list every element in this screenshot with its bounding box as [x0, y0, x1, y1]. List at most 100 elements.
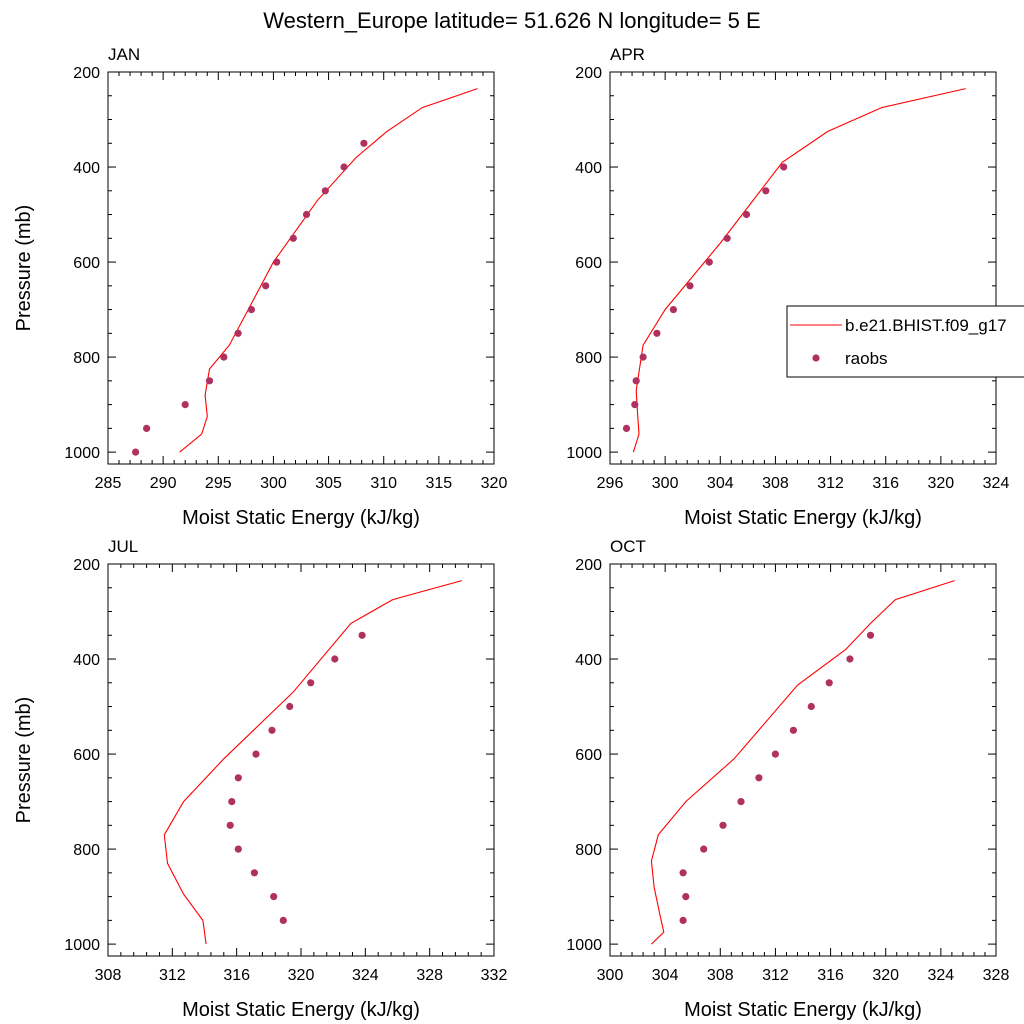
- x-tick-label: 324: [928, 967, 955, 984]
- raobs-point: [360, 139, 368, 147]
- y-tick-label: 200: [73, 557, 100, 574]
- raobs-point: [205, 377, 214, 385]
- panel-oct: OCT 300 304 308 312 316 320 324 328 200 400 600 800 1…: [566, 537, 1009, 1021]
- x-tick-label: 320: [872, 967, 899, 984]
- raobs-point: [762, 187, 770, 195]
- x-tick-label: 300: [652, 475, 679, 492]
- x-tick-label: 312: [159, 967, 186, 984]
- panel-title: OCT: [610, 537, 646, 556]
- x-tick-label: 295: [205, 475, 232, 492]
- x-tick-label: 315: [426, 475, 453, 492]
- raobs-point: [262, 282, 270, 290]
- legend-obs-swatch: [812, 354, 820, 362]
- raobs-point: [700, 845, 708, 853]
- raobs-point: [631, 401, 639, 409]
- x-tick-label: 290: [150, 475, 177, 492]
- raobs-point: [234, 329, 242, 337]
- raobs-point: [340, 163, 348, 171]
- y-tick-label: 1000: [64, 937, 100, 954]
- raobs-point: [289, 234, 297, 242]
- panel-jan: JAN 285 290 295 300 305 310 315 320 200 400 600 800 1…: [13, 45, 507, 529]
- raobs-point: [719, 821, 727, 829]
- y-tick-label: 1000: [566, 445, 602, 462]
- panel-title: JUL: [108, 537, 138, 556]
- plot-frame: [107, 71, 495, 465]
- panel-apr: APR 296 300 304 308 312 316 320 324 200 400 600 800 1…: [566, 45, 1009, 529]
- y-tick-label: 600: [73, 255, 100, 272]
- y-tick-label: 400: [575, 652, 602, 669]
- raobs-point: [132, 448, 140, 456]
- plot-frame: [609, 563, 997, 957]
- x-tick-label: 300: [260, 475, 287, 492]
- x-tick-label: 304: [652, 967, 679, 984]
- raobs-point: [639, 353, 647, 361]
- raobs-point: [234, 774, 242, 782]
- raobs-point: [286, 702, 294, 711]
- raobs-point: [669, 306, 678, 314]
- raobs-point: [807, 702, 815, 711]
- x-tick-label: 308: [762, 475, 789, 492]
- x-tick-label: 308: [707, 967, 734, 984]
- raobs-point: [679, 916, 687, 925]
- x-tick-label: 316: [817, 967, 844, 984]
- raobs-point: [742, 210, 751, 219]
- raobs-point: [846, 655, 854, 663]
- y-tick-label: 200: [575, 65, 602, 82]
- y-axis-label: Pressure (mb): [13, 697, 35, 824]
- raobs-point: [653, 329, 661, 337]
- plot-frame: [609, 71, 997, 465]
- raobs-point: [181, 401, 189, 409]
- x-tick-label: 316: [872, 475, 899, 492]
- raobs-point: [252, 750, 260, 758]
- x-tick-label: 316: [223, 967, 250, 984]
- model-profile-line: [163, 580, 462, 945]
- x-tick-label: 312: [762, 967, 789, 984]
- x-tick-label: 305: [315, 475, 342, 492]
- x-axis-label: Moist Static Energy (kJ/kg): [182, 507, 420, 529]
- model-profile-line: [632, 88, 966, 453]
- raobs-point: [302, 210, 311, 219]
- raobs-point: [632, 377, 640, 385]
- y-axis-label: Pressure (mb): [13, 205, 35, 332]
- x-axis-label: Moist Static Energy (kJ/kg): [182, 999, 420, 1021]
- raobs-point: [331, 655, 339, 663]
- panel-title: JAN: [108, 45, 140, 64]
- x-tick-label: 328: [983, 967, 1010, 984]
- y-tick-label: 600: [73, 747, 100, 764]
- legend-box: [786, 305, 1024, 378]
- y-tick-label: 1000: [566, 937, 602, 954]
- raobs-point: [247, 306, 255, 314]
- figure-title: Western_Europe latitude= 51.626 N longit…: [263, 8, 760, 33]
- x-tick-label: 310: [370, 475, 397, 492]
- raobs-point: [705, 258, 713, 266]
- raobs-point: [771, 750, 780, 758]
- raobs-point: [270, 893, 278, 901]
- raobs-point: [250, 869, 258, 877]
- raobs-point: [622, 424, 631, 432]
- model-profile-line: [179, 88, 478, 453]
- raobs-point: [307, 679, 315, 687]
- raobs-point: [220, 353, 228, 361]
- legend-model-label: b.e21.BHIST.f09_g17: [845, 316, 1007, 335]
- x-tick-label: 296: [597, 475, 624, 492]
- y-tick-label: 600: [575, 255, 602, 272]
- raobs-point: [682, 893, 690, 901]
- model-profile-line: [650, 580, 955, 945]
- raobs-point: [228, 798, 236, 806]
- x-tick-label: 312: [817, 475, 844, 492]
- x-tick-label: 304: [707, 475, 734, 492]
- y-tick-label: 400: [73, 160, 100, 177]
- raobs-point: [723, 234, 731, 242]
- x-tick-label: 332: [481, 967, 508, 984]
- y-tick-label: 400: [73, 652, 100, 669]
- raobs-point: [268, 726, 276, 734]
- y-tick-label: 400: [575, 160, 602, 177]
- x-axis-label: Moist Static Energy (kJ/kg): [684, 999, 922, 1021]
- raobs-point: [321, 187, 329, 195]
- raobs-point: [737, 798, 745, 806]
- panel-title: APR: [610, 45, 645, 64]
- x-tick-label: 300: [597, 967, 624, 984]
- x-tick-label: 328: [416, 967, 443, 984]
- raobs-point: [866, 631, 875, 639]
